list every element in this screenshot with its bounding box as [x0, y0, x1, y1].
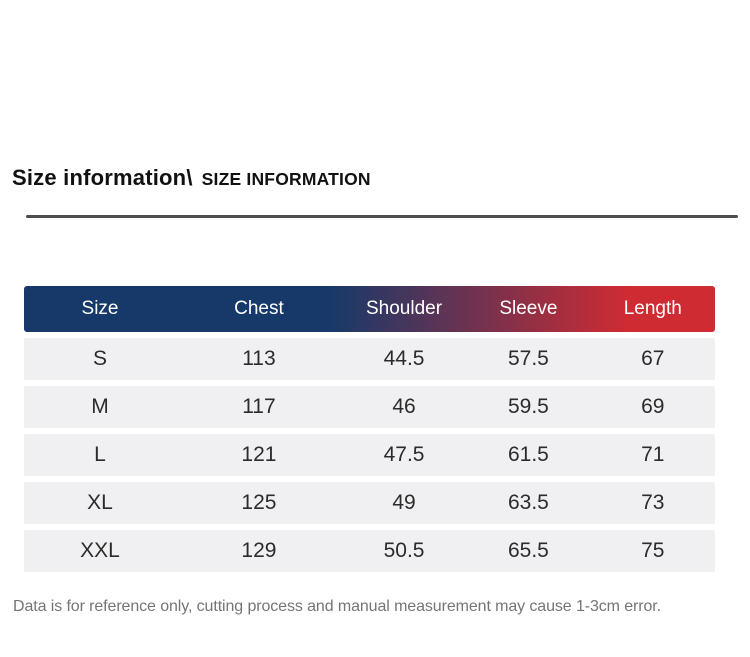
header-cell-chest: Chest	[234, 298, 284, 319]
table-row-xl: XL 125 49 63.5 73	[24, 482, 715, 524]
cell-shoulder: 47.5	[383, 443, 425, 466]
cell-sleeve: 59.5	[507, 395, 549, 418]
reference-note: Data is for reference only, cutting proc…	[13, 598, 661, 615]
cell-chest: 113	[242, 347, 276, 370]
table-row-m: M 117 46 59.5 69	[24, 386, 715, 428]
size-table: Size Chest Shoulder Sleeve Length S 113 …	[24, 286, 715, 572]
cell-length: 73	[641, 491, 665, 514]
cell-size: L	[94, 443, 106, 466]
cell-sleeve: 65.5	[507, 539, 549, 562]
cell-shoulder: 50.5	[383, 539, 425, 562]
header-cell-sleeve: Sleeve	[499, 298, 558, 319]
cell-length: 69	[641, 395, 665, 418]
cell-chest: 129	[241, 539, 277, 562]
cell-size: XL	[87, 491, 113, 514]
header-cell-size: Size	[81, 298, 119, 319]
cell-shoulder: 46	[392, 395, 416, 418]
title-primary: Size information\	[12, 165, 193, 190]
cell-shoulder: 49	[392, 491, 416, 514]
cell-chest: 121	[241, 443, 277, 466]
cell-size: S	[93, 347, 108, 370]
cell-length: 67	[641, 347, 665, 370]
header-cell-length: Length	[623, 298, 682, 319]
title-divider	[26, 215, 738, 218]
cell-sleeve: 61.5	[507, 443, 549, 466]
cell-size: XXL	[80, 539, 120, 562]
cell-size: M	[91, 395, 109, 418]
cell-length: 75	[641, 539, 665, 562]
table-row-s: S 113 44.5 57.5 67	[24, 338, 715, 380]
table-row-l: L 121 47.5 61.5 71	[24, 434, 715, 476]
cell-sleeve: 63.5	[507, 491, 549, 514]
cell-sleeve: 57.5	[507, 347, 549, 370]
header-cell-shoulder: Shoulder	[366, 298, 443, 319]
cell-chest: 125	[241, 491, 277, 514]
cell-length: 71	[641, 443, 665, 466]
cell-shoulder: 44.5	[383, 347, 425, 370]
page-title: Size information\ SIZE INFORMATION	[12, 165, 371, 191]
table-header-row: Size Chest Shoulder Sleeve Length	[24, 286, 715, 332]
title-secondary: SIZE INFORMATION	[201, 169, 371, 189]
cell-chest: 117	[242, 395, 276, 418]
table-row-xxl: XXL 129 50.5 65.5 75	[24, 530, 715, 572]
